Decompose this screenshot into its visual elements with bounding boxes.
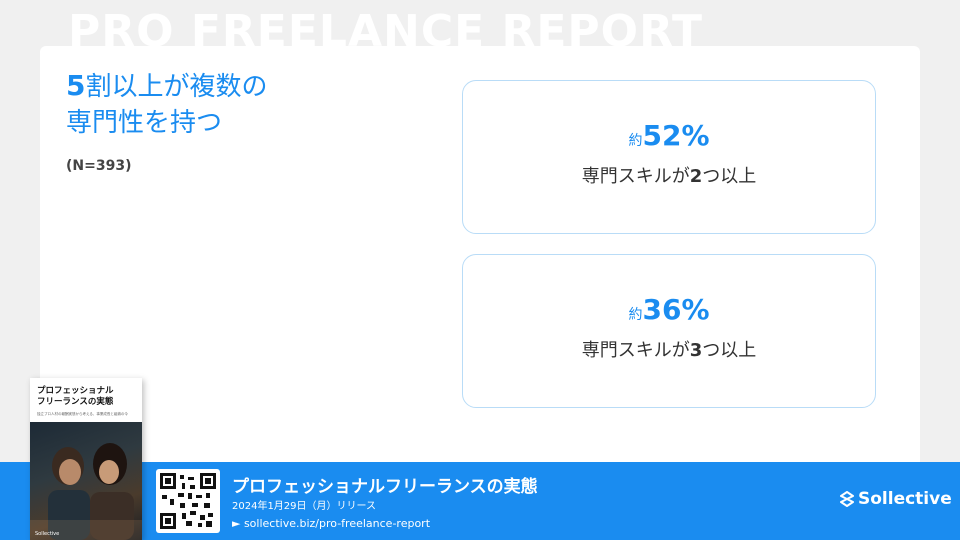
- stat-label-pre: 専門スキルが: [581, 166, 690, 187]
- sollective-logo: Sollective: [840, 489, 952, 509]
- cover-title: プロフェッショナル フリーランスの実態: [37, 386, 114, 408]
- qr-code[interactable]: [156, 469, 220, 533]
- stat-label-num: 3: [689, 340, 703, 361]
- cover-title-line2: フリーランスの実態: [37, 397, 114, 407]
- stat-percent: 36%: [642, 293, 710, 326]
- stat-label-pre: 専門スキルが: [581, 340, 690, 361]
- footer-report-title: プロフェッショナルフリーランスの実態: [232, 477, 538, 497]
- cover-title-line1: プロフェッショナル: [37, 386, 114, 396]
- stat-label: 専門スキルが2つ以上: [463, 162, 875, 188]
- qr-code-icon: [160, 473, 216, 529]
- sample-size: (N=393): [66, 158, 132, 174]
- stat-percent: 52%: [642, 119, 710, 152]
- stat-prefix: 約: [628, 307, 643, 323]
- headline-number: 5: [66, 69, 86, 102]
- cover-people-illustration: [30, 443, 142, 540]
- release-date: 2024年1月29日（月）リリース: [232, 501, 377, 512]
- stat-label-post: つ以上: [702, 166, 757, 187]
- headline-line1: 割以上が複数の: [85, 72, 268, 102]
- stat-label-post: つ以上: [702, 340, 757, 361]
- stat-label-num: 2: [689, 166, 703, 187]
- stat-box-36: 約36% 専門スキルが3つ以上: [462, 254, 876, 408]
- cover-brand: Sollective: [35, 531, 60, 537]
- stat-label: 専門スキルが3つ以上: [463, 336, 875, 362]
- cover-photo: Sollective: [30, 422, 142, 540]
- sollective-logo-icon: [840, 491, 854, 507]
- headline: 5割以上が複数の 専門性を持つ: [66, 68, 268, 141]
- stat-box-52: 約52% 専門スキルが2つ以上: [462, 80, 876, 234]
- report-url-link[interactable]: ► sollective.biz/pro-freelance-report: [232, 517, 431, 530]
- logo-text: Sollective: [858, 489, 952, 509]
- report-cover-thumbnail[interactable]: プロフェッショナル フリーランスの実態 独立プロ人材の報酬実態から考える、事業成…: [30, 378, 142, 540]
- cover-subtitle: 独立プロ人材の報酬実態から考える、事業成長と組織の今: [37, 412, 128, 416]
- headline-line2: 専門性を持つ: [66, 108, 223, 138]
- stat-prefix: 約: [628, 133, 643, 149]
